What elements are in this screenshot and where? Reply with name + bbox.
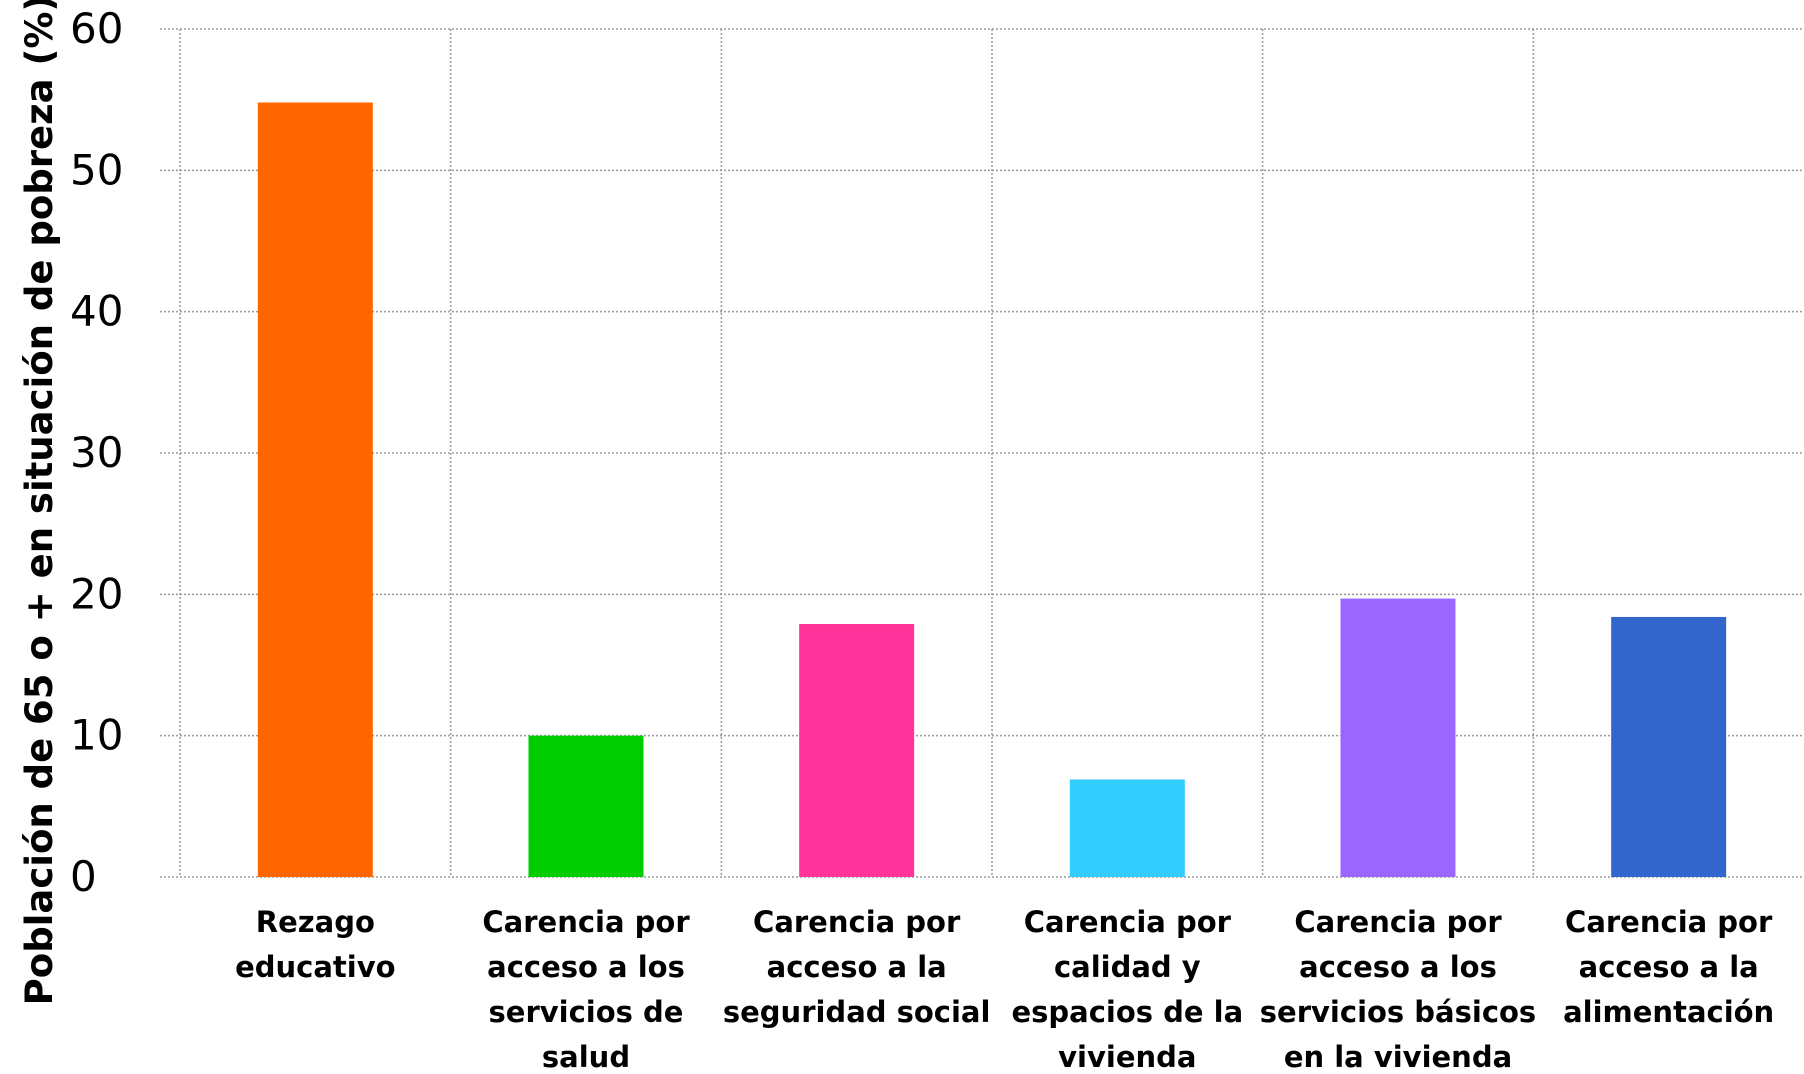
x-axis-labels: Rezago educativo Carencia por acceso a los s… <box>235 905 1774 1074</box>
bar <box>1069 779 1185 877</box>
bar <box>799 624 915 877</box>
y-tick-label: 30 <box>70 428 123 477</box>
y-tick-label: 20 <box>70 569 123 618</box>
bar <box>1340 598 1456 877</box>
x-tick-label: Carencia por acceso a la seguridad social <box>723 905 991 1029</box>
x-tick-label: Carencia por acceso a los servicios básico… <box>1260 905 1536 1074</box>
y-tick-label: 60 <box>70 4 123 53</box>
x-tick-label: Carencia por acceso a los servicios de salu… <box>482 905 690 1074</box>
bar <box>528 735 644 877</box>
y-tick-label: 50 <box>70 145 123 194</box>
y-tick-label: 0 <box>70 852 97 901</box>
y-axis-ticks: 0 10 20 30 40 50 60 <box>70 4 123 901</box>
x-tick-label: Carencia por acceso a la alimentación <box>1563 905 1774 1029</box>
x-tick-label: Carencia por calidad y espacios de la vivie… <box>1011 905 1243 1074</box>
bars <box>257 102 1727 877</box>
bar <box>257 102 373 877</box>
bar <box>1611 616 1727 877</box>
gridlines <box>160 28 1804 878</box>
y-tick-label: 40 <box>70 287 123 336</box>
y-tick-label: 10 <box>70 711 123 760</box>
x-tick-label: Rezago educativo <box>235 905 395 984</box>
y-axis-title: Población de 65 o + en situación de pobr… <box>18 0 61 1005</box>
